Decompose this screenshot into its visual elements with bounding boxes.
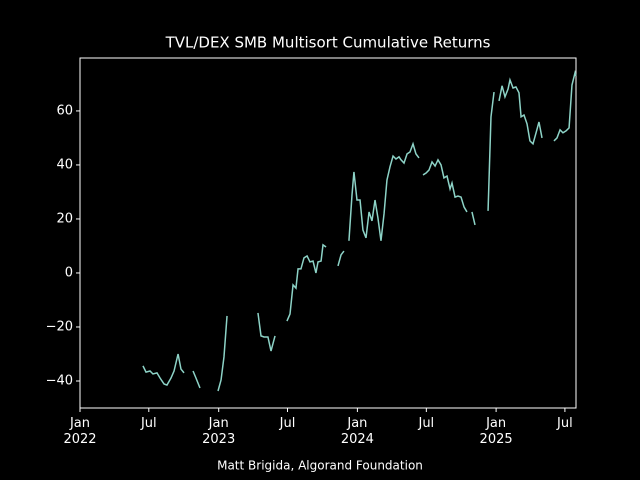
x-tick-label: Jul <box>418 416 435 431</box>
x-tick-label: Jan 2024 <box>340 416 374 447</box>
x-tick-label: Jul <box>140 416 157 431</box>
y-tick-label: 60 <box>56 103 73 118</box>
caption: Matt Brigida, Algorand Foundation <box>217 459 423 473</box>
x-tick-label: Jul <box>557 416 573 431</box>
x-tick-label: Jan 2022 <box>63 416 97 447</box>
y-tick-label: −40 <box>46 373 73 388</box>
line-series <box>142 69 577 392</box>
y-tick-label: 40 <box>56 157 73 172</box>
y-tick-label: 0 <box>65 265 73 280</box>
y-tick-label: 20 <box>56 211 73 226</box>
x-tick-label: Jan 2025 <box>479 416 513 447</box>
plot-frame <box>79 57 577 409</box>
x-tick-label: Jan 2023 <box>202 416 236 447</box>
y-tick-label: −20 <box>46 319 73 334</box>
chart-title: TVL/DEX SMB Multisort Cumulative Returns <box>165 34 491 52</box>
x-tick-label: Jul <box>279 416 296 431</box>
